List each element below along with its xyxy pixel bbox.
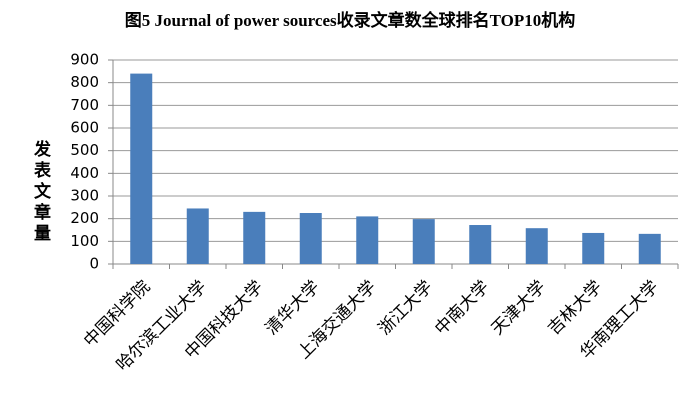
bar bbox=[469, 225, 492, 264]
x-tick-label: 浙江大学 bbox=[375, 277, 437, 339]
y-tick-label: 200 bbox=[70, 209, 99, 227]
y-axis-label: 发表文章量 bbox=[30, 139, 52, 245]
y-tick-label: 700 bbox=[70, 96, 99, 114]
y-tick-label: 600 bbox=[70, 119, 99, 137]
x-tick-label: 中南大学 bbox=[431, 277, 493, 339]
bar bbox=[412, 219, 435, 264]
y-tick-label: 900 bbox=[70, 51, 99, 69]
y-tick-label: 500 bbox=[70, 141, 99, 159]
bar bbox=[582, 232, 605, 264]
bar bbox=[130, 73, 153, 264]
bar bbox=[186, 208, 209, 264]
y-tick-label: 300 bbox=[70, 187, 99, 205]
bar bbox=[525, 228, 548, 264]
bar bbox=[638, 233, 661, 264]
bar bbox=[356, 216, 379, 264]
chart-title: 图5 Journal of power sources收录文章数全球排名TOP1… bbox=[125, 10, 576, 30]
bar bbox=[299, 213, 322, 264]
y-tick-label: 400 bbox=[70, 164, 99, 182]
y-tick-label: 100 bbox=[70, 232, 99, 250]
y-tick-label: 800 bbox=[70, 73, 99, 91]
x-tick-label: 天津大学 bbox=[488, 277, 550, 339]
y-tick-label: 0 bbox=[89, 255, 99, 273]
bar bbox=[243, 211, 266, 264]
